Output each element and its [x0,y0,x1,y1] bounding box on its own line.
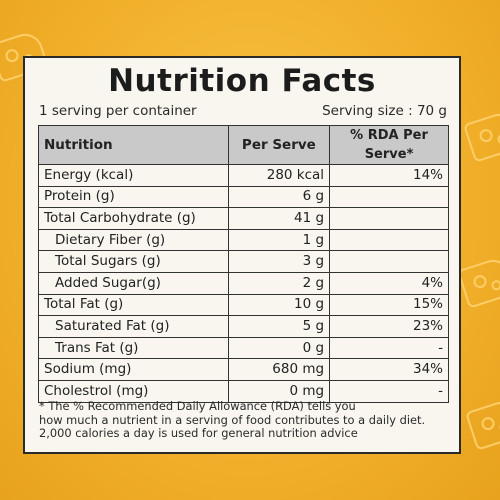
footnote-line: * The % Recommended Daily Allowance (RDA… [39,399,356,413]
nutrient-rda [329,250,449,273]
header-nutrition: Nutrition [38,125,229,165]
table-row: Cholestrol (mg) 0 mg - [38,379,449,403]
table-row: Trans Fat (g) 0 g - [38,336,449,360]
nutrient-amount: 1 g [227,228,331,252]
serving-info: 1 serving per container Serving size : 7… [39,103,447,119]
footnote-line: how much a nutrient in a serving of food… [39,412,426,427]
header-rda: % RDA Per Serve* [329,125,449,165]
nutrient-amount: 0 mg [227,379,331,403]
nutrient-name: Added Sugar(g) [38,271,229,295]
nutrient-rda [329,228,449,252]
nutrient-amount: 2 g [227,271,331,295]
nutrient-rda: 23% [329,315,449,338]
table-row: Sodium (mg) 680 mg 34% [38,358,449,381]
nutrient-amount: 0 g [227,336,331,360]
nutrient-rda: 4% [329,271,449,295]
table-row: Added Sugar(g) 2 g 4% [38,271,449,295]
nutrient-amount: 41 g [227,207,331,230]
nutrient-rda [329,207,449,230]
nutrient-amount: 10 g [227,293,331,317]
table-row: Total Carbohydrate (g) 41 g [38,207,449,230]
nutrient-amount: 680 mg [227,358,331,381]
table-header-row: Nutrition Per Serve % RDA Per Serve* [38,125,449,165]
table-row: Saturated Fat (g) 5 g 23% [38,315,449,338]
table-row: Dietary Fiber (g) 1 g [38,228,449,252]
nutrient-name: Sodium (mg) [38,358,229,381]
nutrient-amount: 3 g [227,250,331,273]
nutrient-rda: 15% [329,293,449,317]
nutrient-amount: 5 g [227,315,331,338]
nutrient-amount: 280 kcal [227,164,331,187]
servings-per-container: 1 serving per container [39,103,197,119]
nutrition-table: Nutrition Per Serve % RDA Per Serve* Ene… [38,125,449,403]
nutrient-rda: - [329,336,449,360]
nutrition-label: Nutrition Facts 1 serving per container … [23,56,461,454]
table-row: Energy (kcal) 280 kcal 14% [38,164,449,187]
nutrient-rda: 34% [329,358,449,381]
nutrient-name: Saturated Fat (g) [38,315,229,338]
nutrient-name: Trans Fat (g) [38,336,229,360]
nutrient-name: Energy (kcal) [38,164,229,187]
header-per-serve: Per Serve [227,125,331,165]
nutrient-name: Protein (g) [38,185,229,209]
nutrient-amount: 6 g [227,185,331,209]
serving-size: Serving size : 70 g [322,103,447,119]
nutrient-name: Total Fat (g) [38,293,229,317]
nutrient-name: Dietary Fiber (g) [38,228,229,252]
footnote-line: 2,000 calories a day is used for general… [39,426,358,441]
nutrient-name: Total Sugars (g) [38,250,229,273]
nutrient-rda [329,185,449,209]
table-row: Protein (g) 6 g [38,185,449,209]
nutrient-rda: - [329,379,449,403]
label-title: Nutrition Facts [108,63,376,99]
rda-footnote: * The % Recommended Daily Allowance (RDA… [39,399,449,441]
nutrient-rda: 14% [329,164,449,187]
table-row: Total Sugars (g) 3 g [38,250,449,273]
table-row: Total Fat (g) 10 g 15% [38,293,449,317]
nutrient-name: Total Carbohydrate (g) [38,207,229,230]
nutrient-name: Cholestrol (mg) [38,379,229,403]
